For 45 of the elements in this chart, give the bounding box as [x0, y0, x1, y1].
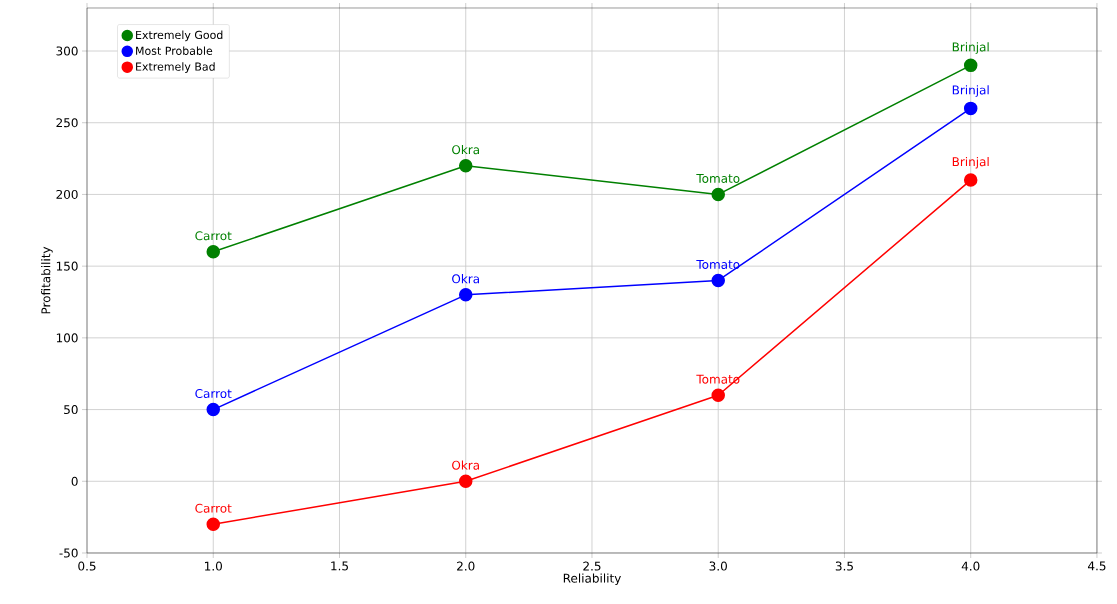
x-tick-label: 3.5: [835, 561, 853, 571]
data-label: Carrot: [195, 388, 232, 399]
y-tick-label: 250: [56, 118, 78, 128]
point: [711, 388, 725, 402]
data-label: Tomato: [696, 173, 740, 183]
point: [206, 517, 220, 532]
x-tick-label: 4.0: [961, 561, 980, 571]
data-label: Okra: [452, 274, 479, 284]
x-tick-label: 0.5: [78, 561, 96, 571]
data-label: Tomato: [696, 260, 740, 269]
point: [711, 273, 725, 288]
data-label: Brinjal: [952, 85, 989, 97]
data-label: Brinjal: [952, 42, 989, 54]
y-tick-label: 200: [56, 189, 78, 199]
data-label: Brinjal: [952, 156, 989, 169]
x-tick-label: 2.0: [457, 561, 475, 571]
y-tick-label: -50: [59, 548, 78, 558]
x-tick-label: 2.5: [583, 561, 601, 571]
x-tick-label: 3.0: [709, 561, 727, 571]
point: [963, 58, 978, 73]
point: [711, 187, 725, 202]
y-tick-label: 300: [56, 46, 78, 56]
data-label: Okra: [452, 460, 479, 470]
legend-label: Extremely Good: [136, 30, 223, 42]
data-label: Carrot: [195, 503, 232, 513]
point: [963, 101, 978, 116]
point: [458, 159, 473, 173]
legend-label: Most Probable: [136, 46, 213, 55]
y-tick-label: 0: [71, 476, 78, 486]
legend-label: Extremely Bad: [136, 62, 215, 73]
point: [206, 245, 220, 259]
y-tick-label: 100: [56, 333, 78, 343]
x-tick-label: 1.0: [205, 561, 222, 571]
x-tick-label: 4.5: [1087, 561, 1106, 571]
point: [458, 474, 473, 489]
y-axis-title: Profitability: [41, 246, 53, 314]
x-axis-title: Reliability: [563, 573, 621, 586]
data-label: Carrot: [195, 231, 232, 241]
y-tick-label: 50: [64, 405, 78, 415]
data-label: Okra: [452, 144, 479, 155]
y-tick-label: 150: [56, 261, 78, 271]
point: [458, 288, 473, 302]
point: [206, 402, 220, 417]
x-tick-label: 1.5: [331, 561, 348, 571]
point: [963, 173, 978, 187]
